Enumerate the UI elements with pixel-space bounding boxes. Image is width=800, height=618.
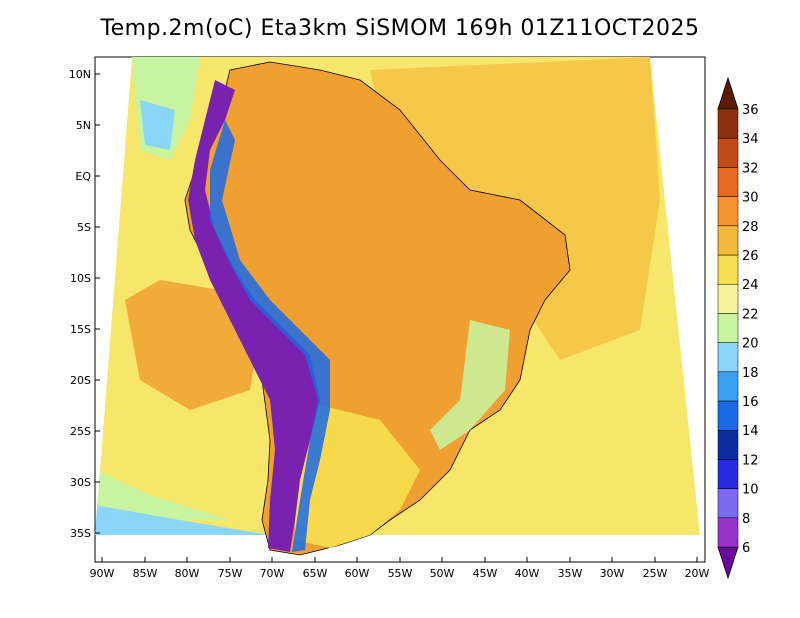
- lon-label-50w: 50W: [430, 567, 455, 580]
- colorbar-label: 34: [742, 132, 759, 147]
- lat-label-5n: 5N: [76, 119, 91, 132]
- lon-label-45w: 45W: [473, 567, 498, 580]
- colorbar-segment: [717, 283, 739, 314]
- lat-label-25s: 25S: [70, 425, 91, 438]
- colorbar-segment: [717, 196, 739, 227]
- lon-label-40w: 40W: [515, 567, 540, 580]
- colorbar-label: 22: [742, 307, 759, 322]
- colorbar-label: 18: [742, 366, 759, 381]
- colorbar-top-arrow: [717, 76, 739, 110]
- lon-label-35w: 35W: [558, 567, 583, 580]
- lat-label-30s: 30S: [70, 476, 91, 489]
- colorbar-segment: [717, 459, 739, 489]
- lon-label-30w: 30W: [600, 567, 625, 580]
- lat-label-eq: EQ: [75, 170, 91, 183]
- lon-label-75w: 75W: [218, 567, 243, 580]
- lon-label-65w: 65W: [303, 567, 328, 580]
- east-coast-cool-area: [430, 320, 510, 450]
- colorbar-label: 20: [742, 337, 759, 352]
- colorbar-segment: [717, 517, 739, 548]
- lon-label-55w: 55W: [388, 567, 413, 580]
- colorbar-segment: [717, 371, 739, 402]
- lat-label-10s: 10S: [70, 272, 91, 285]
- colorbar-label: 32: [742, 161, 759, 176]
- latitude-axis: 10N 5N EQ 5S 10S 15S 20S 25S 30S 35S: [69, 68, 100, 540]
- andes-cold-area: [188, 80, 320, 552]
- colorbar: 6 8 10 12 14 16 18 20 22 24 26 28 30 32 34 36: [717, 76, 759, 580]
- lon-label-70w: 70W: [260, 567, 285, 580]
- lat-label-15s: 15S: [70, 323, 91, 336]
- colorbar-label: 12: [742, 453, 759, 468]
- southern-cone-area: [295, 400, 420, 548]
- map-title: Temp.2m(oC) Eta3km SiSMOM 169h 01Z11OCT2…: [100, 16, 700, 41]
- colorbar-label: 14: [742, 424, 759, 439]
- colorbar-segment: [717, 400, 739, 431]
- colorbar-segment: [717, 225, 739, 256]
- colorbar-segment: [717, 108, 739, 139]
- colorbar-label: 28: [742, 220, 759, 235]
- colorbar-segment: [717, 429, 739, 460]
- colorbar-label: 16: [742, 395, 759, 410]
- lat-label-20s: 20S: [70, 374, 91, 387]
- lat-label-5s: 5S: [77, 221, 91, 234]
- lon-label-20w: 20W: [685, 567, 710, 580]
- lon-label-80w: 80W: [175, 567, 200, 580]
- lon-label-25w: 25W: [643, 567, 668, 580]
- colorbar-segment: [717, 254, 739, 285]
- colorbar-label: 24: [742, 278, 759, 293]
- colorbar-segment: [717, 313, 739, 343]
- lon-label-60w: 60W: [345, 567, 370, 580]
- colorbar-segment: [717, 342, 739, 373]
- lat-label-35s: 35S: [70, 527, 91, 540]
- andes-edge-area: [210, 120, 330, 552]
- colorbar-segment: [717, 167, 739, 197]
- south-mild-band: [95, 470, 230, 520]
- northwest-cool-area: [140, 100, 175, 150]
- south-cool-band: [95, 505, 270, 535]
- colorbar-label: 30: [742, 191, 759, 206]
- colorbar-label: 8: [742, 512, 750, 527]
- colorbar-bottom-arrow: [717, 546, 739, 580]
- lat-label-10n: 10N: [69, 68, 91, 81]
- lon-label-90w: 90W: [90, 567, 115, 580]
- colorbar-segment: [717, 488, 739, 519]
- colorbar-label: 36: [742, 103, 759, 118]
- longitude-axis: 90W 85W 80W 75W 70W 65W 60W 55W 50W 45W …: [90, 557, 710, 580]
- colorbar-label: 10: [742, 483, 759, 498]
- lon-label-85w: 85W: [133, 567, 158, 580]
- colorbar-label: 6: [742, 541, 750, 556]
- colorbar-segment: [717, 137, 739, 168]
- colorbar-label: 26: [742, 249, 759, 264]
